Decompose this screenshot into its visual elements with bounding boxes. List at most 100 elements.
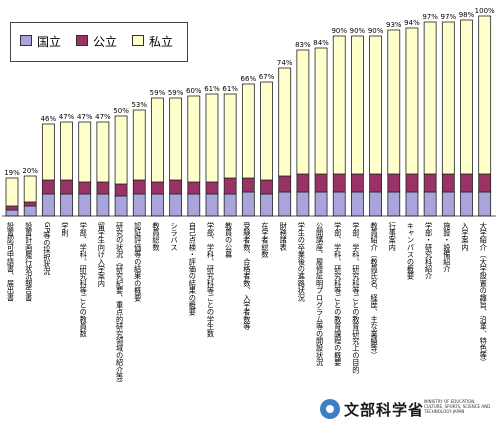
bar-segment-national — [151, 193, 164, 217]
bar-segment-public — [151, 181, 164, 195]
bar-segment-public — [369, 173, 383, 193]
bar-segment-public — [314, 173, 328, 193]
bar-segment-public — [423, 173, 437, 193]
data-label: 100% — [475, 7, 495, 15]
data-label: 74% — [277, 59, 293, 67]
category-label: 財務諸表 — [279, 221, 288, 252]
bar-segment-private — [478, 15, 492, 175]
bar-segment-national — [78, 193, 92, 217]
bar-segment-private — [278, 67, 292, 177]
bar-segment-private — [369, 35, 383, 175]
bar-segment-public — [478, 173, 492, 193]
bar-segment-national — [60, 193, 73, 217]
bar-segment-national — [132, 193, 146, 217]
bar-segment-public — [60, 179, 73, 195]
category-label: 学部、学科、研究科等ごとの教育研究上の目的 — [352, 221, 361, 374]
category-label: 認証評価等の結果の概要 — [134, 221, 143, 302]
bar-segment-private — [132, 109, 146, 181]
bar-segment-public — [114, 183, 128, 197]
bar-segment-national — [351, 191, 364, 217]
data-label: 67% — [259, 73, 275, 81]
bar-segment-private — [96, 121, 110, 183]
bar-segment-public — [405, 173, 419, 193]
bar-segment-public — [205, 181, 219, 195]
bar-segment-private — [205, 93, 219, 183]
data-label: 53% — [131, 101, 147, 109]
data-label: 83% — [295, 41, 311, 49]
bar-segment-national — [187, 193, 201, 217]
bar-segment-national — [478, 191, 492, 217]
bar-segment-private — [423, 21, 437, 175]
legend-label-public: 公立 — [93, 35, 118, 49]
bar-segment-public — [41, 179, 55, 195]
data-label: 20% — [22, 167, 38, 175]
data-label: 47% — [59, 113, 75, 121]
category-label: 在学者総数 — [261, 221, 270, 259]
bar-segment-national — [223, 193, 237, 217]
bar-segment-national — [314, 191, 328, 217]
bar-segment-private — [387, 29, 401, 175]
bar-segment-national — [423, 191, 437, 217]
data-label: 93% — [386, 21, 402, 29]
bar-segment-public — [223, 177, 237, 195]
category-label: 研究の状況（研究紀要、重点的研究領域の紹介等） — [115, 222, 124, 388]
category-label: 入学案内 — [461, 222, 470, 252]
bar-segment-national — [241, 191, 255, 217]
bar-segment-national — [296, 191, 310, 217]
category-label: 施設・設備紹介 — [442, 221, 451, 272]
data-label: 60% — [186, 87, 202, 95]
bar-segment-private — [296, 49, 310, 175]
bar-segment-national — [41, 193, 55, 217]
bar-segment-national — [260, 193, 273, 217]
bar-segment-public — [78, 181, 92, 195]
bar-segment-private — [351, 35, 364, 175]
bar-segment-private — [260, 81, 273, 181]
data-label: 84% — [313, 39, 329, 47]
bar-segment-national — [96, 193, 110, 217]
bar-segment-private — [151, 97, 164, 183]
bar-segment-private — [41, 123, 55, 181]
legend-swatch-national — [20, 35, 32, 46]
bar-segment-national — [23, 205, 37, 217]
bar-segment-national — [278, 191, 292, 217]
legend-label-national: 国立 — [37, 35, 62, 49]
data-label: 61% — [204, 85, 220, 93]
mext-logo-name: 文部科学省 — [344, 401, 425, 419]
category-label: 教員総数 — [152, 221, 161, 252]
bar-segment-national — [5, 209, 19, 217]
legend-label-private: 私立 — [149, 35, 174, 49]
bar-segment-private — [114, 115, 128, 185]
bar-segment-private — [78, 121, 92, 183]
bar-segment-public — [351, 173, 364, 193]
category-label: 留学生向け入学案内 — [97, 221, 106, 288]
category-label: 設置認可申請書、届出書 — [7, 221, 16, 302]
bar-segment-private — [460, 19, 473, 175]
bar-segment-private — [60, 121, 73, 181]
category-label: 設置計画履行状況報告書 — [25, 221, 34, 302]
bar-segment-private — [441, 21, 455, 175]
bar-segment-national — [114, 195, 128, 217]
bar-segment-public — [187, 181, 201, 195]
bar-segment-public — [96, 181, 110, 195]
data-label: 46% — [41, 115, 57, 123]
category-label: 受験者数、合格者数、入学者数等 — [242, 221, 251, 330]
category-label: 行事案内 — [388, 221, 397, 252]
bar-segment-national — [405, 191, 419, 217]
category-label: 学部・研究科紹介 — [424, 221, 433, 279]
category-label: 大学紹介（大学設置の趣旨、沿革、特色等） — [479, 221, 488, 366]
bar-segment-private — [5, 177, 19, 207]
data-label: 47% — [95, 113, 111, 121]
category-label: シラバス — [170, 222, 179, 251]
category-label: 学則 — [61, 221, 70, 237]
bar-segment-public — [332, 173, 346, 193]
category-label: キャンパスの概要 — [406, 222, 415, 281]
data-label: 66% — [241, 75, 257, 83]
bar-segment-private — [314, 47, 328, 175]
bar-segment-private — [241, 83, 255, 179]
bar-segment-public — [460, 173, 473, 193]
data-label: 47% — [77, 113, 93, 121]
data-label: 98% — [459, 11, 475, 19]
data-label: 61% — [222, 85, 238, 93]
